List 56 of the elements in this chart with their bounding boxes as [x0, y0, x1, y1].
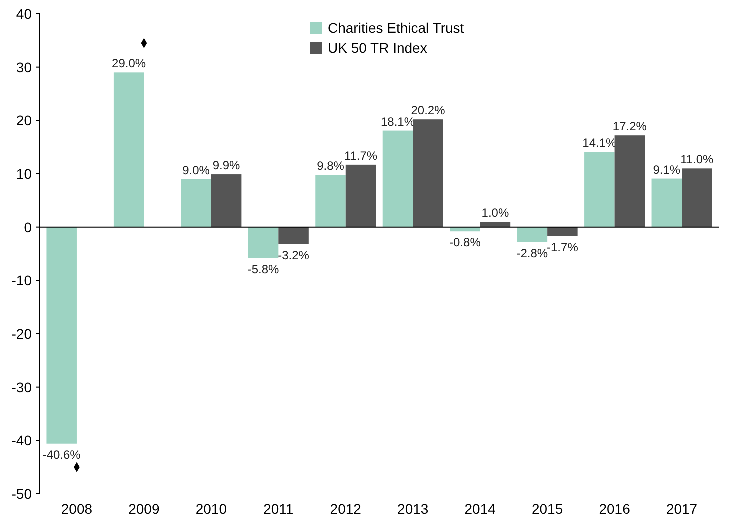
- y-tick-label: 0: [24, 219, 32, 236]
- bar: [614, 136, 646, 228]
- bar: [181, 179, 212, 228]
- y-tick-label: -30: [12, 379, 32, 396]
- x-tick-label: 2009: [128, 501, 160, 517]
- text: 29.0%: [112, 56, 146, 71]
- legend-label: UK 50 TR Index: [328, 40, 428, 56]
- y-tick-label: -40: [12, 432, 32, 449]
- text: 14.1%: [582, 136, 617, 150]
- x-tick-label: 2013: [398, 501, 429, 517]
- bar: [346, 164, 376, 228]
- text: -0.8%: [450, 236, 481, 250]
- bar: [114, 72, 144, 228]
- bar: [316, 175, 346, 228]
- x-tick-label: 2011: [264, 501, 294, 517]
- text: 9.0%: [182, 163, 210, 178]
- bar: [682, 168, 712, 228]
- bar: [480, 222, 511, 228]
- bar: [46, 227, 77, 444]
- bar: [413, 120, 444, 228]
- y-tick-label: -50: [12, 486, 32, 502]
- y-tick-label: -20: [12, 326, 32, 342]
- bar: [584, 152, 615, 228]
- x-tick-label: 2015: [532, 501, 564, 517]
- x-tick-label: 2010: [196, 501, 228, 517]
- x-tick-label: 2012: [330, 501, 362, 517]
- text: -2.8%: [516, 246, 548, 260]
- y-tick-label: 30: [16, 59, 32, 76]
- text: 9.8%: [317, 159, 344, 174]
- text: -40.6%: [42, 448, 81, 462]
- text: -5.8%: [248, 262, 280, 276]
- x-tick-label: 2014: [464, 501, 496, 517]
- y-tick-label: -10: [12, 272, 32, 289]
- legend-label: Charities Ethical Trust: [328, 20, 464, 36]
- text: 9.9%: [212, 158, 240, 173]
- y-tick-label: 20: [16, 112, 32, 129]
- bar: [248, 227, 279, 258]
- bar: [278, 227, 309, 244]
- y-tick-label: 10: [16, 166, 32, 182]
- text: 9.1%: [653, 162, 681, 177]
- text: -1.7%: [547, 240, 578, 254]
- text: 11.7%: [344, 148, 378, 163]
- x-tick-label: 2016: [599, 501, 631, 517]
- text: 20.2%: [411, 104, 446, 118]
- bar: [517, 227, 548, 242]
- bar: [652, 178, 682, 228]
- text: 11.0%: [680, 152, 714, 167]
- y-tick-label: 40: [16, 6, 32, 22]
- text: 1.0%: [482, 206, 510, 220]
- text: 17.2%: [612, 120, 647, 134]
- bar: [548, 227, 578, 236]
- x-tick-label: 2017: [666, 501, 698, 517]
- bar: [211, 174, 242, 228]
- text: -3.2%: [278, 248, 310, 262]
- x-tick-label: 2008: [61, 501, 93, 517]
- bar: [382, 130, 414, 228]
